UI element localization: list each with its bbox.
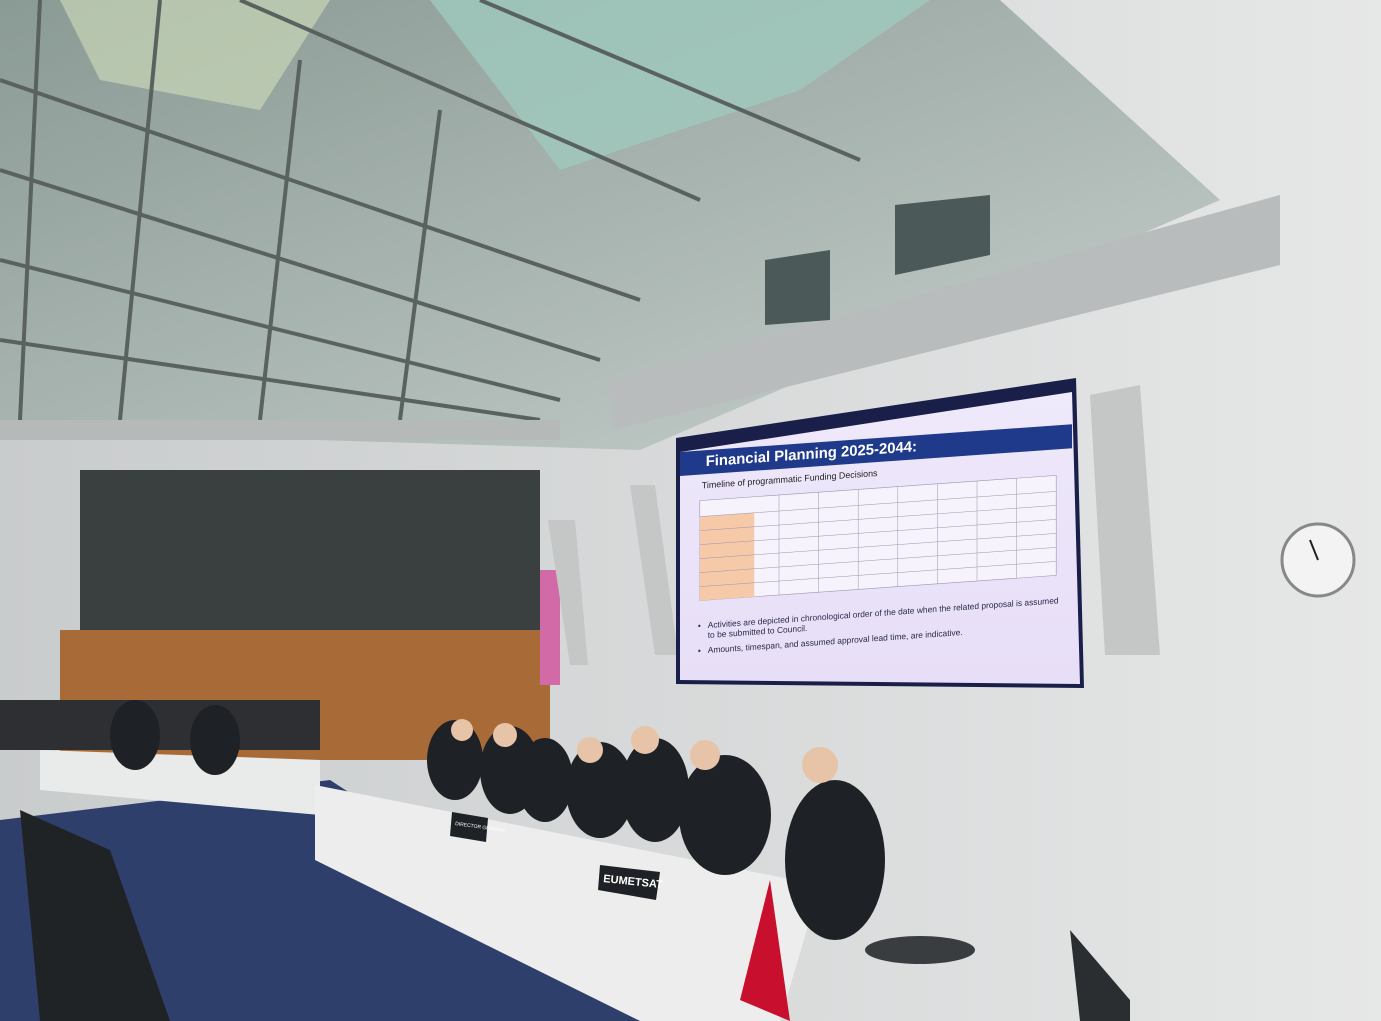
page: Financial Planning 2025-2044: Timeline o… — [0, 0, 1381, 1021]
side-screen — [540, 570, 560, 685]
window — [765, 250, 830, 325]
glass-wall — [80, 470, 540, 630]
back-row — [0, 700, 320, 750]
scene: Financial Planning 2025-2044: Timeline o… — [0, 0, 1381, 1021]
tray — [865, 936, 975, 964]
beam — [0, 420, 560, 440]
